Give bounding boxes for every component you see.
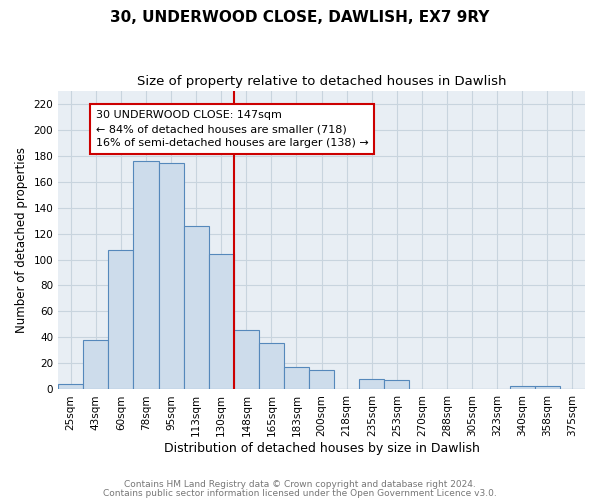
Bar [158, 164, 184, 390]
Y-axis label: Number of detached properties: Number of detached properties [15, 147, 28, 333]
Text: 30 UNDERWOOD CLOSE: 147sqm
← 84% of detached houses are smaller (718)
16% of sem: 30 UNDERWOOD CLOSE: 147sqm ← 84% of deta… [96, 110, 368, 148]
X-axis label: Distribution of detached houses by size in Dawlish: Distribution of detached houses by size … [164, 442, 479, 455]
Bar [133, 160, 158, 390]
Bar [109, 250, 133, 390]
Bar [510, 386, 535, 390]
Text: Contains HM Land Registry data © Crown copyright and database right 2024.: Contains HM Land Registry data © Crown c… [124, 480, 476, 489]
Bar [284, 368, 309, 390]
Bar [184, 226, 209, 390]
Bar [259, 342, 284, 390]
Title: Size of property relative to detached houses in Dawlish: Size of property relative to detached ho… [137, 75, 506, 88]
Bar [58, 384, 83, 390]
Bar [209, 254, 234, 390]
Bar [359, 379, 385, 390]
Bar [385, 380, 409, 390]
Bar [309, 370, 334, 390]
Bar [535, 386, 560, 390]
Text: 30, UNDERWOOD CLOSE, DAWLISH, EX7 9RY: 30, UNDERWOOD CLOSE, DAWLISH, EX7 9RY [110, 10, 490, 25]
Bar [234, 330, 259, 390]
Bar [83, 340, 109, 390]
Text: Contains public sector information licensed under the Open Government Licence v3: Contains public sector information licen… [103, 488, 497, 498]
